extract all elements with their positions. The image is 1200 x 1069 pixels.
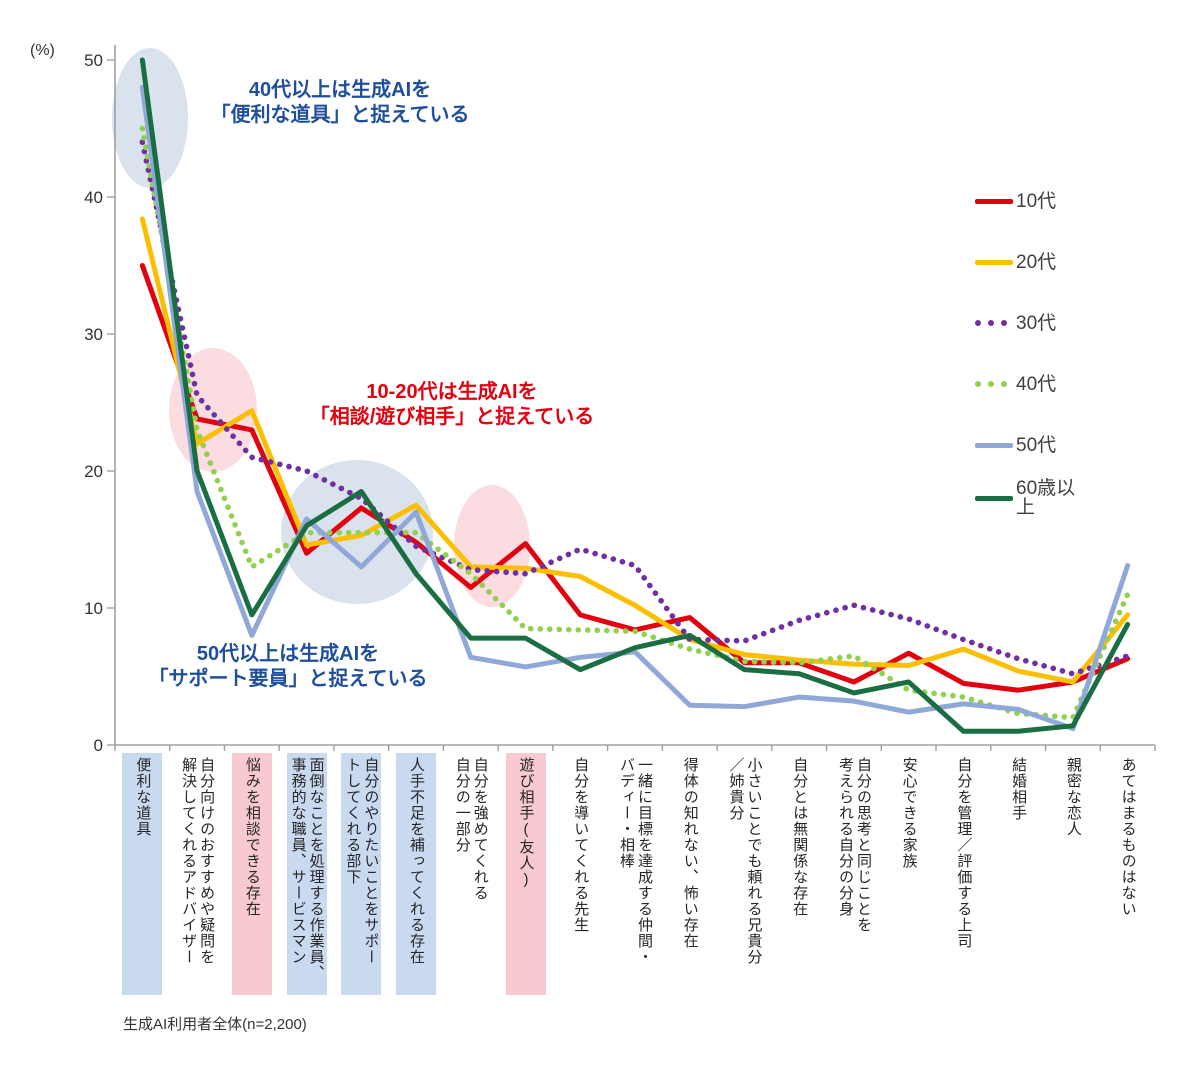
annotation-line: 「相談/遊び相手」と捉えている (309, 406, 595, 428)
y-tick-label: 40 (84, 188, 103, 207)
annotation-line: 「便利な道具」と捉えている (210, 104, 470, 126)
annotation-line: 「サポート要員」と捉えている (148, 668, 428, 690)
annotation-teens-consult-play: 10-20代は生成AIを 「相談/遊び相手」と捉えている (282, 380, 622, 430)
series-line-60歳以上 (139, 57, 1131, 734)
y-axis-unit-label: (%) (30, 42, 55, 59)
annotation-line: 50代以上は生成AIを (196, 643, 380, 665)
y-tick-label: 10 (84, 599, 103, 618)
annotation-50plus-support: 50代以上は生成AIを 「サポート要員」と捉えている (118, 642, 458, 692)
annotation-line: 10-20代は生成AIを (366, 381, 538, 403)
series-line-20代 (139, 216, 1131, 685)
series-line-40代 (139, 125, 1131, 721)
series-line-30代 (139, 139, 1131, 677)
y-tick-label: 50 (84, 51, 103, 70)
series-line-10代 (139, 263, 1131, 693)
y-tick-label: 20 (84, 462, 103, 481)
y-tick-label: 0 (94, 736, 103, 755)
series-line-50代 (139, 84, 1131, 732)
annotation-40plus-tool: 40代以上は生成AIを 「便利な道具」と捉えている (160, 78, 520, 128)
highlight-teens-play (454, 485, 530, 607)
y-tick-label: 30 (84, 325, 103, 344)
sample-note: 生成AI利用者全体(n=2,200) (123, 1016, 307, 1033)
annotation-line: 40代以上は生成AIを (248, 79, 432, 101)
